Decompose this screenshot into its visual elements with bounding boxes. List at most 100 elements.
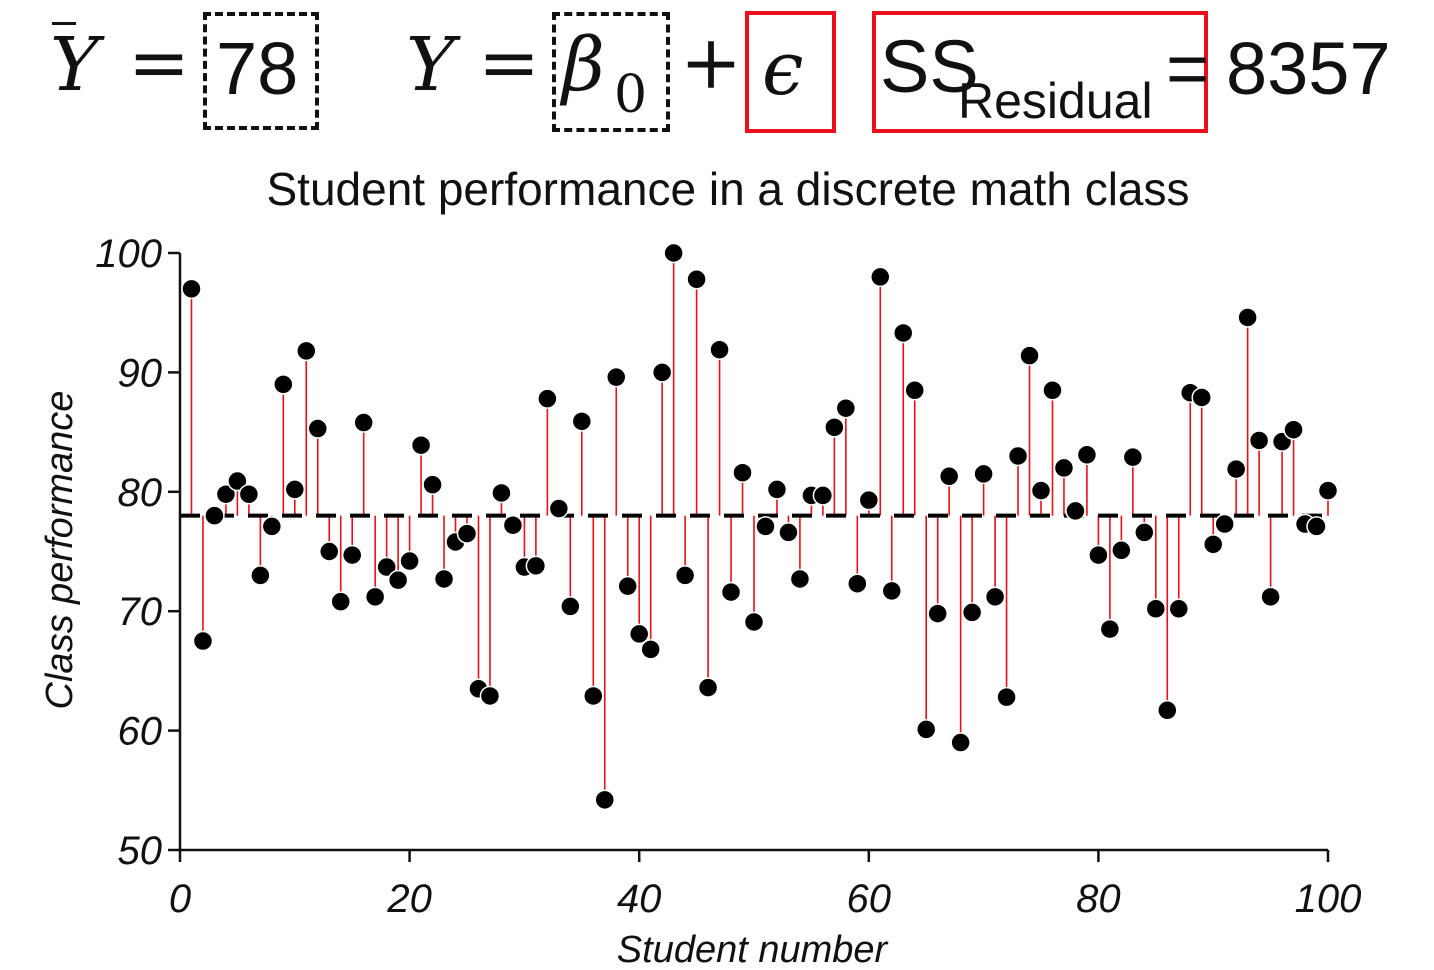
mean-value-box bbox=[203, 12, 319, 130]
beta-box bbox=[552, 12, 670, 132]
data-point bbox=[674, 565, 696, 586]
data-point bbox=[697, 677, 719, 698]
formula-banner: Y = 78 Y = β 0 + ϵ SS Residual = 8357 bbox=[0, 0, 1434, 150]
data-point bbox=[984, 586, 1006, 608]
data-point bbox=[996, 686, 1017, 708]
data-point bbox=[364, 586, 386, 608]
x-tick-label: 20 bbox=[386, 877, 432, 921]
data-point bbox=[812, 485, 834, 506]
data-point bbox=[296, 340, 317, 362]
data-point bbox=[192, 630, 214, 652]
epsilon-box bbox=[745, 11, 836, 133]
data-point bbox=[410, 434, 432, 456]
data-point bbox=[422, 474, 443, 495]
data-point bbox=[583, 685, 604, 707]
beta-subscript: 0 bbox=[614, 65, 648, 125]
data-point bbox=[502, 514, 524, 536]
data-point bbox=[1099, 618, 1121, 640]
chart-title: Student performance in a discrete math c… bbox=[266, 163, 1189, 215]
ss-equals-sign: = bbox=[1166, 27, 1210, 110]
data-point bbox=[1053, 457, 1075, 479]
data-point bbox=[548, 498, 570, 519]
data-point bbox=[1225, 458, 1247, 480]
data-point bbox=[594, 789, 616, 811]
data-point bbox=[1019, 345, 1040, 366]
ss-label: SS bbox=[880, 25, 979, 108]
data-point bbox=[1076, 444, 1098, 466]
model-y-symbol: Y bbox=[406, 22, 455, 108]
ybar-overline bbox=[52, 22, 76, 25]
data-point bbox=[1283, 419, 1304, 440]
data-point bbox=[617, 575, 638, 597]
data-point bbox=[778, 522, 799, 543]
ss-residual-box bbox=[872, 11, 1208, 133]
data-point bbox=[1237, 307, 1258, 328]
y-tick-label: 70 bbox=[118, 590, 163, 634]
data-point bbox=[732, 462, 753, 483]
data-point bbox=[250, 565, 271, 586]
data-point bbox=[1317, 480, 1339, 501]
data-point bbox=[307, 418, 329, 439]
data-point bbox=[341, 544, 363, 566]
data-point bbox=[950, 732, 971, 753]
x-tick-label: 60 bbox=[847, 877, 892, 921]
data-point bbox=[720, 581, 742, 603]
data-point bbox=[1191, 387, 1212, 408]
data-point bbox=[961, 602, 983, 623]
data-point bbox=[456, 523, 478, 544]
data-point bbox=[537, 388, 558, 409]
data-point bbox=[399, 550, 420, 572]
data-point bbox=[651, 362, 673, 383]
residual-lines bbox=[190, 253, 1329, 800]
data-point bbox=[1145, 598, 1167, 620]
data-point bbox=[766, 479, 788, 500]
data-point bbox=[571, 411, 593, 432]
data-point bbox=[1122, 446, 1144, 468]
data-point bbox=[1088, 544, 1109, 566]
data-point bbox=[870, 266, 891, 288]
data-point bbox=[1202, 534, 1224, 555]
ybar-symbol: Y bbox=[50, 22, 99, 108]
x-tick-label: 100 bbox=[1295, 877, 1362, 921]
epsilon-symbol: ϵ bbox=[762, 26, 804, 112]
data-point bbox=[663, 242, 684, 264]
data-point bbox=[709, 339, 730, 360]
data-point bbox=[755, 516, 776, 537]
y-tick-label: 50 bbox=[118, 829, 163, 873]
data-point bbox=[1134, 522, 1155, 543]
equals-sign-2: = bbox=[478, 20, 541, 106]
data-point bbox=[1306, 516, 1327, 537]
data-point bbox=[789, 568, 811, 590]
beta-symbol: β bbox=[562, 22, 605, 108]
data-point bbox=[1214, 513, 1235, 535]
data-point bbox=[743, 611, 765, 633]
data-point bbox=[1111, 540, 1132, 561]
data-point bbox=[387, 569, 409, 591]
data-point bbox=[1030, 480, 1052, 501]
data-point bbox=[847, 573, 868, 594]
data-point bbox=[1157, 700, 1178, 721]
x-tick-label: 80 bbox=[1076, 877, 1121, 921]
data-point bbox=[1042, 380, 1063, 401]
data-point bbox=[181, 278, 202, 300]
data-point bbox=[628, 623, 650, 645]
y-tick-label: 80 bbox=[118, 471, 163, 515]
data-point bbox=[640, 639, 661, 660]
data-point bbox=[353, 412, 374, 433]
data-point bbox=[560, 596, 581, 617]
x-tick-label: 40 bbox=[617, 877, 662, 921]
data-point bbox=[824, 417, 845, 438]
equals-sign-1: = bbox=[128, 20, 191, 106]
data-point bbox=[938, 466, 960, 487]
ss-subscript: Residual bbox=[958, 73, 1153, 129]
data-point bbox=[433, 568, 455, 590]
x-tick-label: 0 bbox=[169, 877, 191, 921]
data-point bbox=[892, 322, 914, 344]
y-tick-label: 60 bbox=[118, 710, 163, 754]
mean-value: 78 bbox=[216, 27, 299, 110]
data-point bbox=[318, 541, 340, 562]
data-point bbox=[973, 463, 994, 485]
y-tick-label: 90 bbox=[118, 351, 163, 395]
data-point bbox=[491, 482, 512, 504]
